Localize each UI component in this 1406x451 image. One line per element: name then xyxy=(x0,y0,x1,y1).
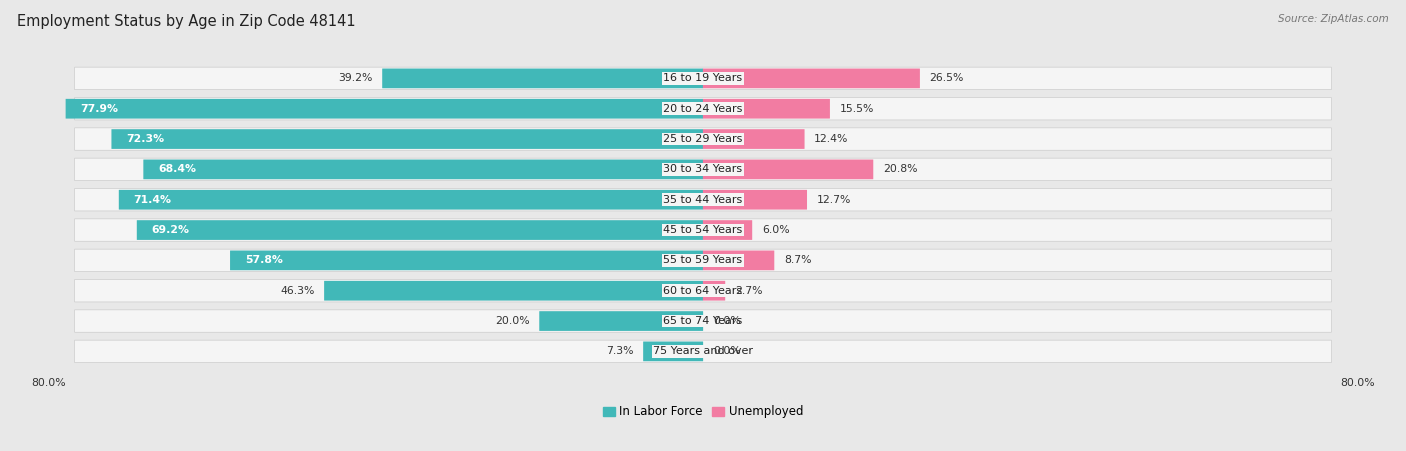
Text: 65 to 74 Years: 65 to 74 Years xyxy=(664,316,742,326)
Text: 69.2%: 69.2% xyxy=(152,225,190,235)
FancyBboxPatch shape xyxy=(703,160,873,179)
FancyBboxPatch shape xyxy=(66,99,703,119)
FancyBboxPatch shape xyxy=(75,128,1331,150)
FancyBboxPatch shape xyxy=(75,189,1331,211)
Text: 0.0%: 0.0% xyxy=(713,346,741,356)
FancyBboxPatch shape xyxy=(75,158,1331,180)
Text: 2.7%: 2.7% xyxy=(735,286,762,296)
FancyBboxPatch shape xyxy=(75,67,1331,90)
Text: Employment Status by Age in Zip Code 48141: Employment Status by Age in Zip Code 481… xyxy=(17,14,356,28)
Text: 80.0%: 80.0% xyxy=(31,378,66,388)
Text: 7.3%: 7.3% xyxy=(606,346,634,356)
Text: Source: ZipAtlas.com: Source: ZipAtlas.com xyxy=(1278,14,1389,23)
Text: 0.0%: 0.0% xyxy=(713,316,741,326)
Text: 15.5%: 15.5% xyxy=(839,104,875,114)
FancyBboxPatch shape xyxy=(111,129,703,149)
FancyBboxPatch shape xyxy=(75,249,1331,272)
Text: 80.0%: 80.0% xyxy=(1340,378,1375,388)
FancyBboxPatch shape xyxy=(75,219,1331,241)
FancyBboxPatch shape xyxy=(325,281,703,300)
Text: 26.5%: 26.5% xyxy=(929,74,965,83)
FancyBboxPatch shape xyxy=(703,190,807,210)
Text: 30 to 34 Years: 30 to 34 Years xyxy=(664,164,742,175)
Text: 75 Years and over: 75 Years and over xyxy=(652,346,754,356)
Text: 20.8%: 20.8% xyxy=(883,164,918,175)
Text: 16 to 19 Years: 16 to 19 Years xyxy=(664,74,742,83)
FancyBboxPatch shape xyxy=(382,69,703,88)
Text: 55 to 59 Years: 55 to 59 Years xyxy=(664,255,742,265)
Text: 35 to 44 Years: 35 to 44 Years xyxy=(664,195,742,205)
FancyBboxPatch shape xyxy=(703,99,830,119)
FancyBboxPatch shape xyxy=(703,220,752,240)
Text: 20.0%: 20.0% xyxy=(495,316,530,326)
Text: 72.3%: 72.3% xyxy=(127,134,165,144)
FancyBboxPatch shape xyxy=(75,97,1331,120)
Text: 77.9%: 77.9% xyxy=(80,104,118,114)
Text: 25 to 29 Years: 25 to 29 Years xyxy=(664,134,742,144)
FancyBboxPatch shape xyxy=(136,220,703,240)
Text: 39.2%: 39.2% xyxy=(337,74,373,83)
Text: 8.7%: 8.7% xyxy=(785,255,811,265)
FancyBboxPatch shape xyxy=(643,341,703,361)
FancyBboxPatch shape xyxy=(540,311,703,331)
Text: 6.0%: 6.0% xyxy=(762,225,790,235)
Text: 60 to 64 Years: 60 to 64 Years xyxy=(664,286,742,296)
Text: 46.3%: 46.3% xyxy=(280,286,315,296)
Text: 71.4%: 71.4% xyxy=(134,195,172,205)
FancyBboxPatch shape xyxy=(75,310,1331,332)
Text: 57.8%: 57.8% xyxy=(245,255,283,265)
Text: 12.4%: 12.4% xyxy=(814,134,849,144)
Text: 20 to 24 Years: 20 to 24 Years xyxy=(664,104,742,114)
Legend: In Labor Force, Unemployed: In Labor Force, Unemployed xyxy=(603,405,803,419)
FancyBboxPatch shape xyxy=(703,281,725,300)
FancyBboxPatch shape xyxy=(703,250,775,270)
FancyBboxPatch shape xyxy=(75,280,1331,302)
FancyBboxPatch shape xyxy=(703,129,804,149)
FancyBboxPatch shape xyxy=(143,160,703,179)
FancyBboxPatch shape xyxy=(75,340,1331,363)
FancyBboxPatch shape xyxy=(703,69,920,88)
Text: 68.4%: 68.4% xyxy=(159,164,197,175)
FancyBboxPatch shape xyxy=(118,190,703,210)
FancyBboxPatch shape xyxy=(231,250,703,270)
Text: 12.7%: 12.7% xyxy=(817,195,851,205)
Text: 45 to 54 Years: 45 to 54 Years xyxy=(664,225,742,235)
